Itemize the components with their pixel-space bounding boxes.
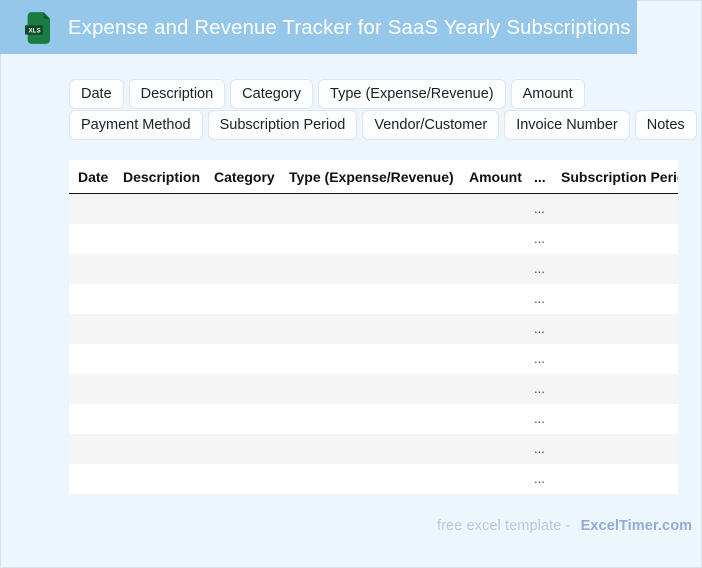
svg-text:XLS: XLS	[28, 27, 40, 34]
